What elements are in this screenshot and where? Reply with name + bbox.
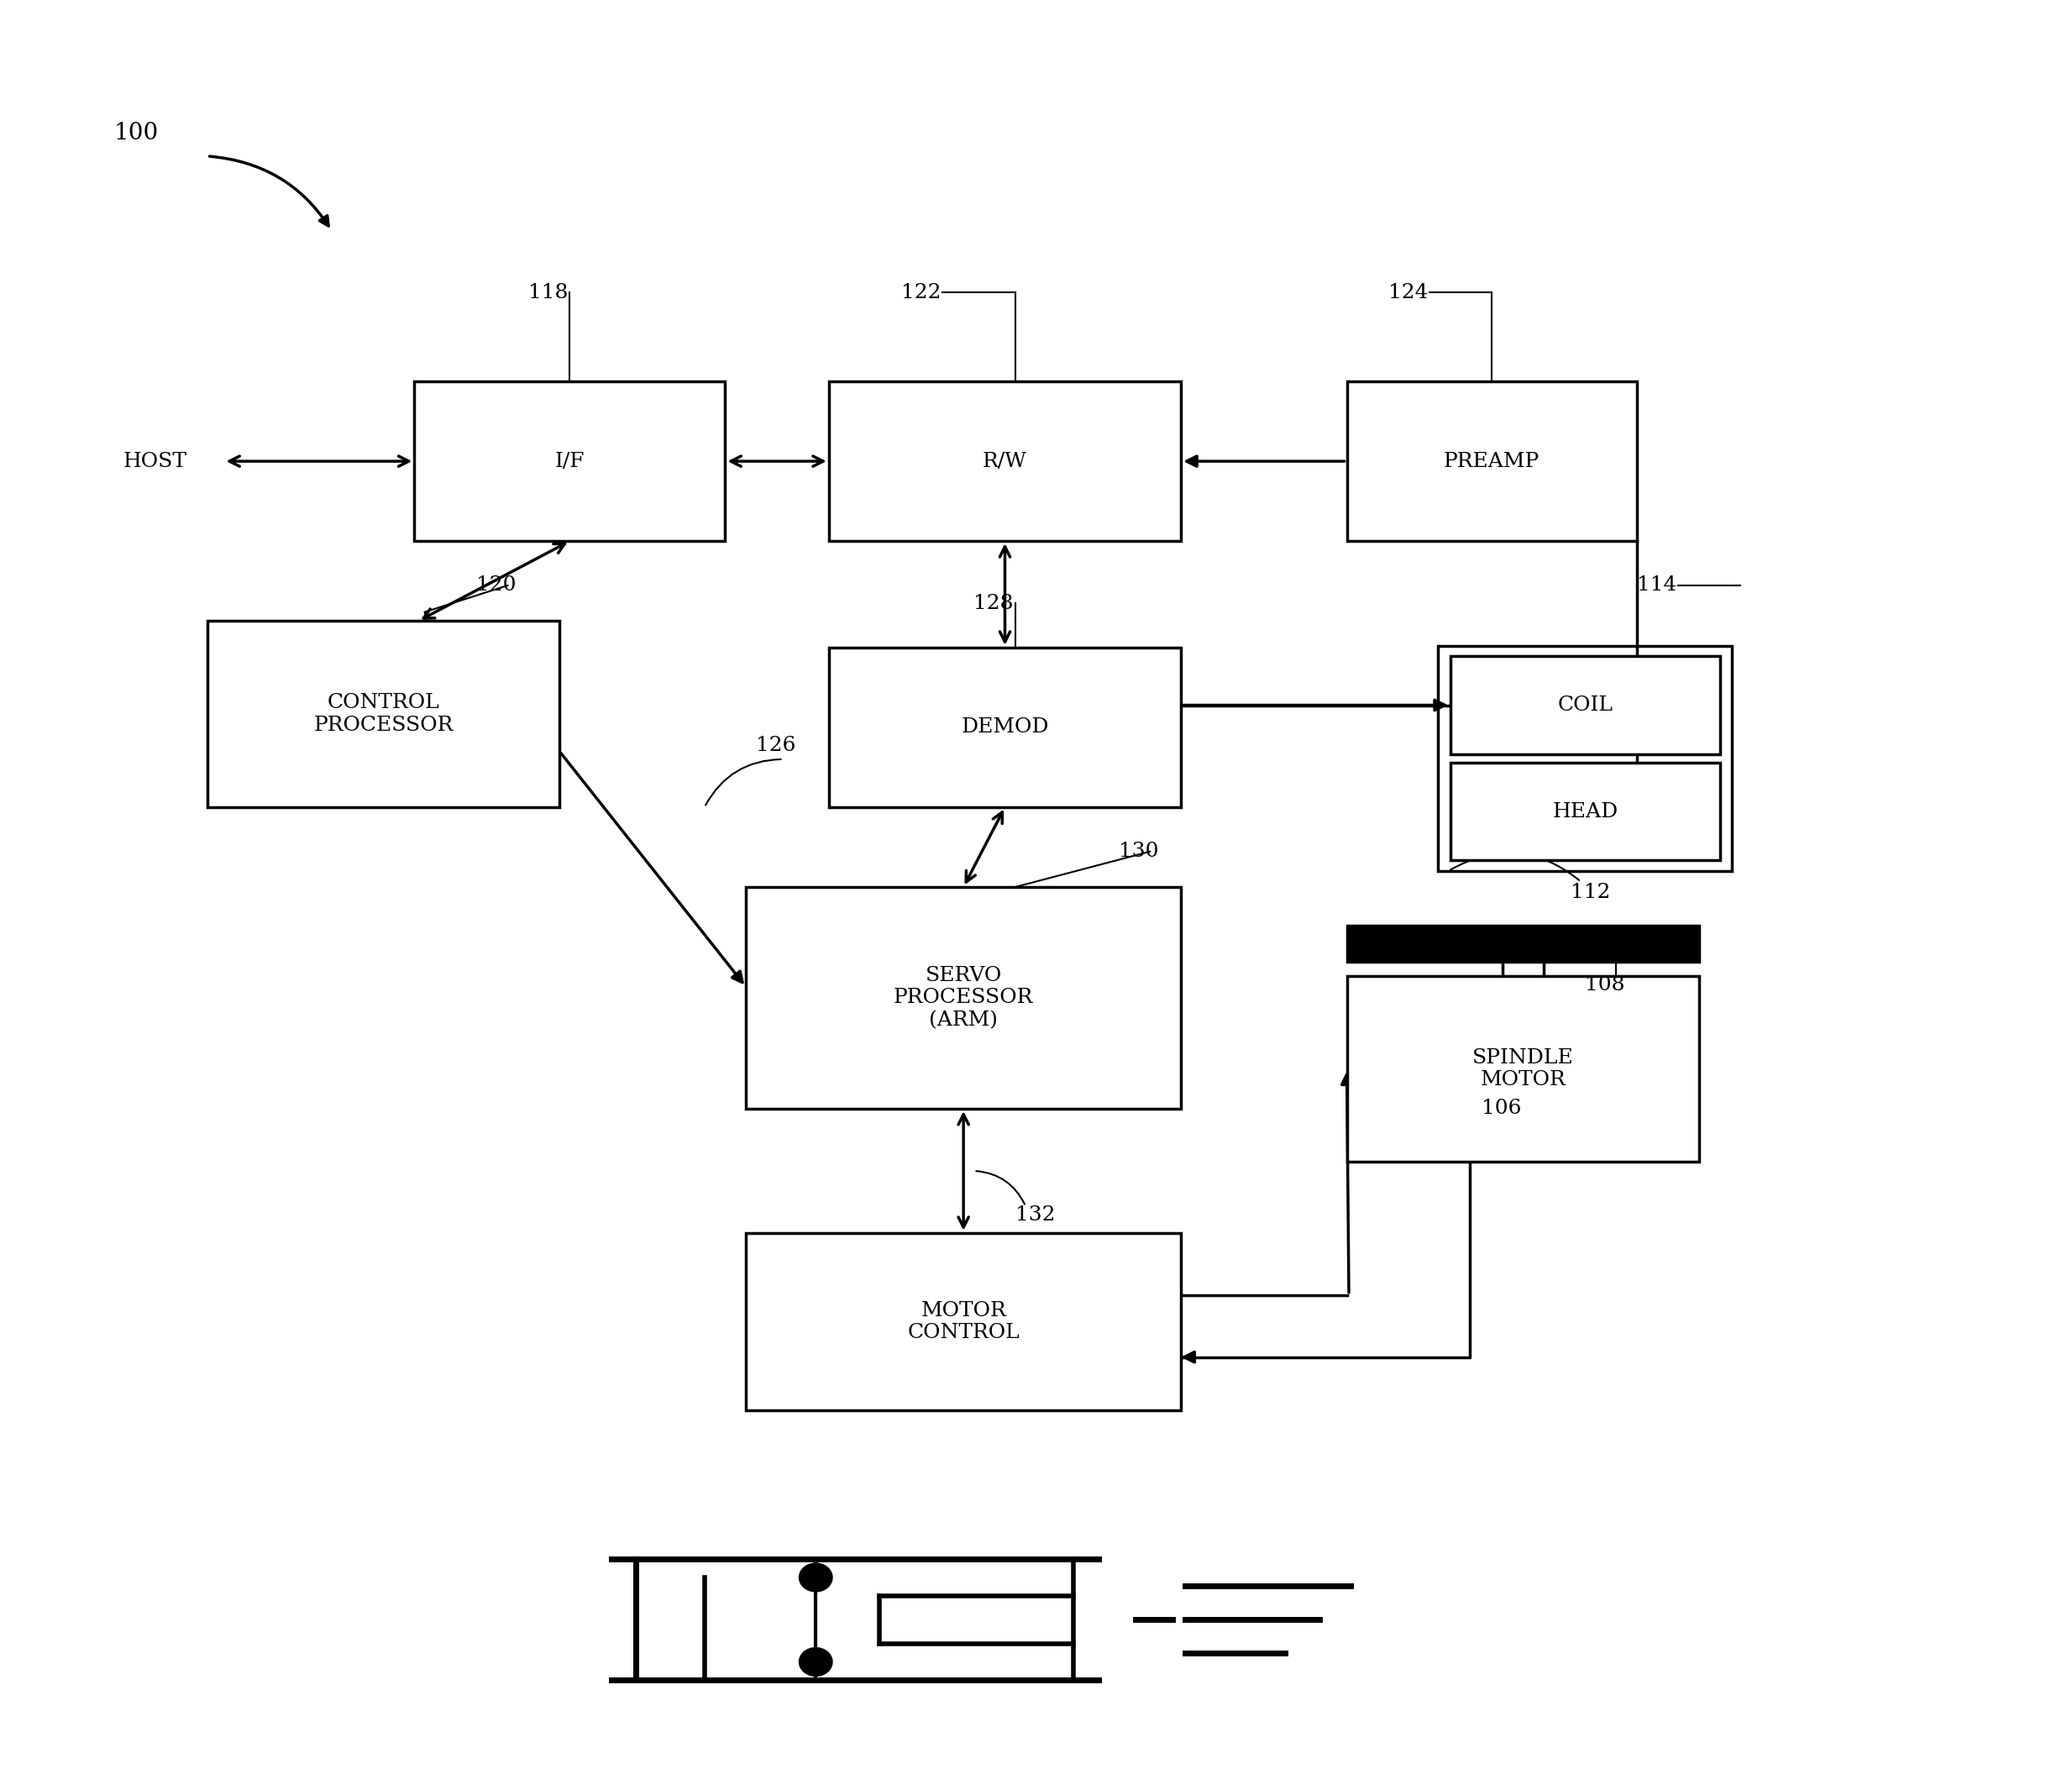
FancyBboxPatch shape [1450,763,1720,860]
Text: 128: 128 [974,594,1013,612]
Text: 132: 132 [1015,1206,1055,1224]
Text: DEMOD: DEMOD [961,718,1048,736]
FancyBboxPatch shape [1347,381,1637,541]
Text: R/W: R/W [982,452,1028,470]
Text: 130: 130 [1119,843,1158,860]
Text: 108: 108 [1585,976,1624,993]
Text: CONTROL
PROCESSOR: CONTROL PROCESSOR [313,694,454,734]
Text: I/F: I/F [555,452,584,470]
Text: 118: 118 [528,284,568,302]
FancyBboxPatch shape [829,381,1181,541]
Text: PREAMP: PREAMP [1444,452,1539,470]
Text: 112: 112 [1571,883,1610,901]
Text: MOTOR
CONTROL: MOTOR CONTROL [908,1300,1019,1343]
Circle shape [800,1648,833,1676]
FancyBboxPatch shape [207,621,559,807]
Text: SERVO
PROCESSOR
(ARM): SERVO PROCESSOR (ARM) [893,965,1034,1031]
Text: 124: 124 [1388,284,1428,302]
Text: HEAD: HEAD [1552,802,1618,821]
FancyBboxPatch shape [414,381,725,541]
FancyBboxPatch shape [746,1233,1181,1410]
Text: SPINDLE
MOTOR: SPINDLE MOTOR [1473,1048,1573,1089]
FancyBboxPatch shape [1347,976,1699,1162]
Text: HOST: HOST [124,452,186,470]
Text: 114: 114 [1637,577,1676,594]
FancyBboxPatch shape [746,887,1181,1109]
Text: 122: 122 [901,284,941,302]
Text: 120: 120 [477,577,516,594]
Text: COIL: COIL [1558,695,1612,715]
FancyBboxPatch shape [1450,656,1720,754]
FancyBboxPatch shape [1347,926,1699,962]
Circle shape [800,1563,833,1591]
Text: 126: 126 [756,736,796,754]
Text: 100: 100 [114,122,160,144]
FancyBboxPatch shape [829,648,1181,807]
Text: 106: 106 [1481,1100,1521,1118]
